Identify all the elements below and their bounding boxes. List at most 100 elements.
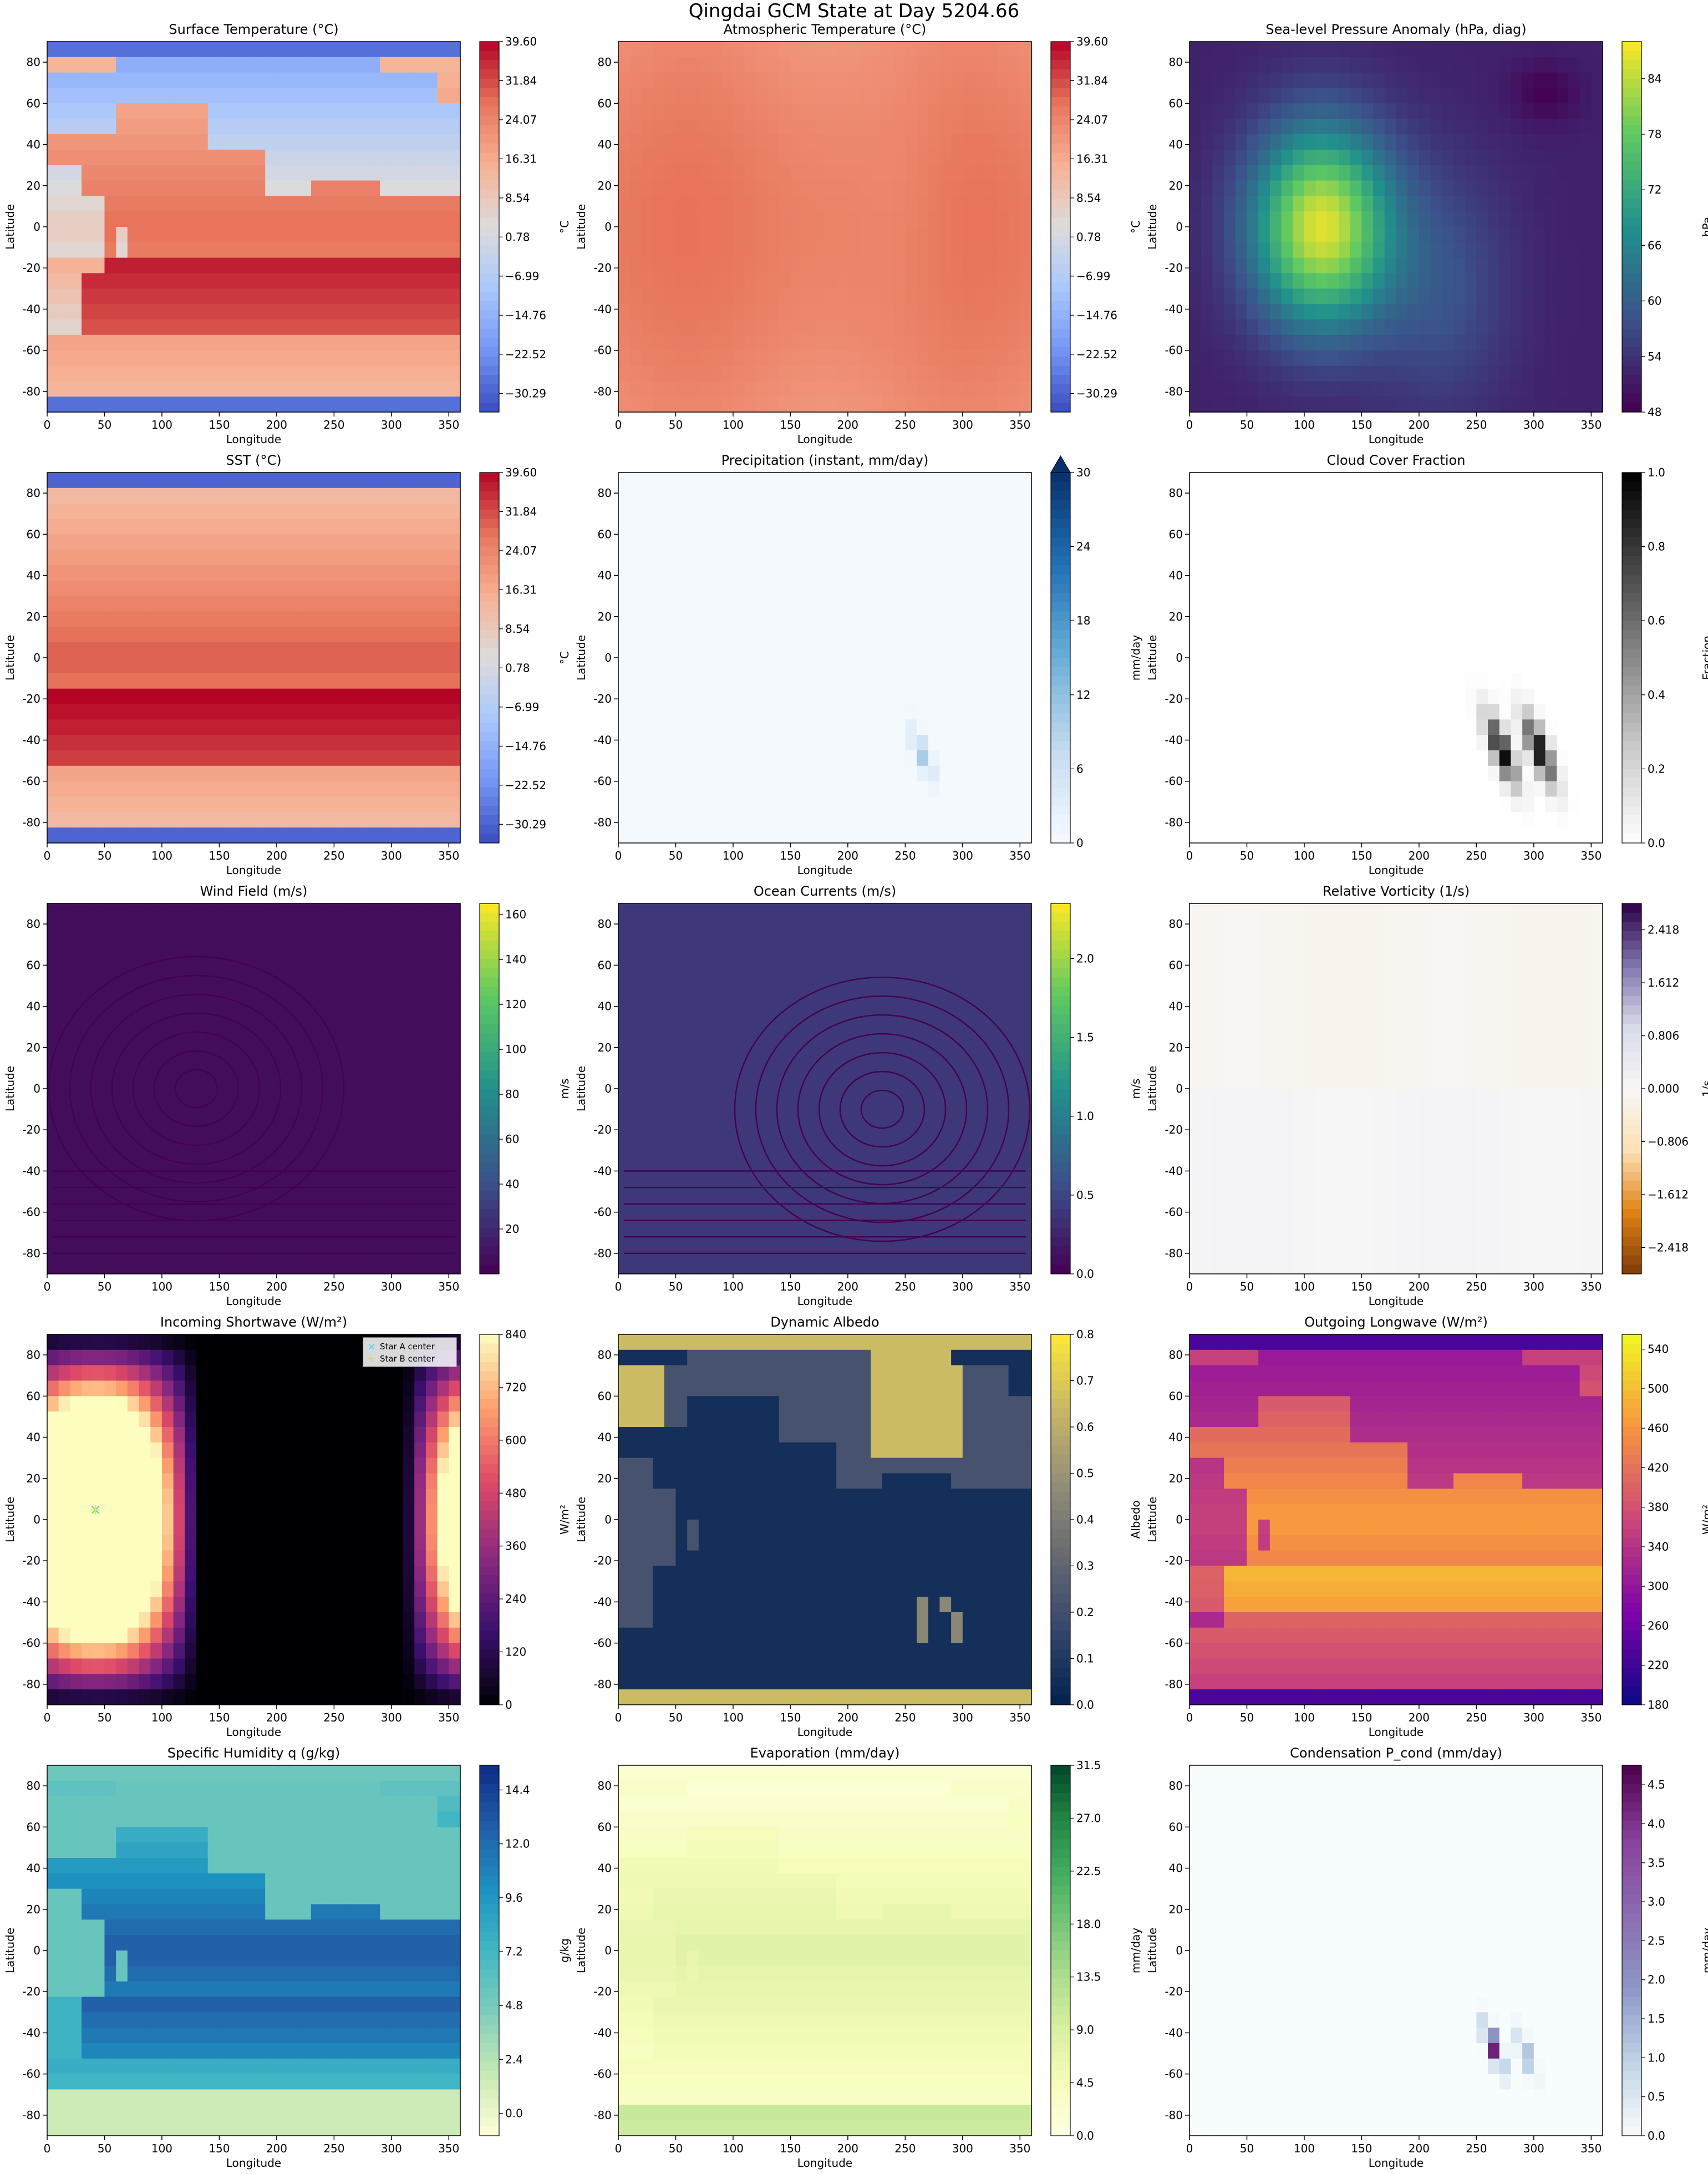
heatmap-cell: [253, 750, 266, 766]
heatmap-cell: [414, 503, 426, 520]
heatmap-cell: [1020, 365, 1032, 382]
heatmap-cell: [1224, 334, 1236, 351]
heatmap-cell: [1396, 288, 1408, 304]
heatmap-cell: [698, 503, 711, 520]
heatmap-cell: [231, 88, 243, 104]
heatmap-cell: [928, 227, 941, 243]
heatmap-cell: [618, 550, 631, 566]
heatmap-cell: [893, 750, 906, 766]
heatmap-cell: [1008, 565, 1020, 581]
heatmap-cell: [664, 119, 677, 135]
heatmap-cell: [449, 642, 461, 658]
heatmap-cell: [207, 381, 220, 397]
heatmap-cell: [710, 57, 722, 73]
heatmap-cell: [951, 503, 963, 520]
heatmap-cell: [1545, 134, 1557, 150]
heatmap-cell: [334, 704, 346, 720]
heatmap-cell: [951, 519, 963, 535]
heatmap-cell: [1557, 257, 1569, 274]
heatmap-cell: [1212, 72, 1224, 89]
heatmap-cell: [231, 72, 243, 89]
heatmap-cell: [882, 149, 894, 166]
heatmap-cell: [322, 165, 334, 181]
heatmap-cell: [139, 519, 151, 535]
heatmap-cell: [334, 42, 346, 58]
heatmap-cell: [173, 473, 185, 489]
heatmap-cell: [104, 580, 116, 597]
heatmap-cell: [1224, 273, 1236, 289]
heatmap-cell: [664, 196, 677, 212]
heatmap-cell: [173, 149, 185, 166]
heatmap-cell: [836, 149, 848, 166]
heatmap-cell: [299, 72, 312, 89]
heatmap-cell: [150, 134, 162, 150]
heatmap-cell: [905, 57, 917, 73]
heatmap-cell: [231, 288, 243, 304]
heatmap-cell: [974, 688, 986, 705]
heatmap-cell: [641, 42, 653, 58]
heatmap-cell: [1488, 211, 1500, 227]
heatmap-cell: [265, 365, 277, 382]
heatmap-cell: [449, 487, 461, 504]
heatmap-cell: [653, 288, 665, 304]
heatmap-cell: [790, 211, 802, 227]
heatmap-cell: [917, 719, 929, 735]
heatmap-cell: [1020, 781, 1032, 798]
heatmap-cell: [322, 781, 334, 798]
heatmap-cell: [802, 196, 814, 212]
heatmap-cell: [1476, 257, 1488, 274]
heatmap-cell: [1407, 397, 1420, 413]
heatmap-cell: [104, 658, 116, 674]
colorbar-tick-label: −6.99: [1076, 270, 1110, 283]
heatmap-cell: [962, 211, 975, 227]
heatmap-cell: [790, 242, 802, 258]
heatmap-cell: [1545, 304, 1557, 320]
heatmap-cell: [871, 596, 883, 612]
heatmap-cell: [322, 487, 334, 504]
heatmap-cell: [802, 334, 814, 351]
heatmap-cell: [1304, 534, 1316, 550]
heatmap-cell: [721, 765, 734, 782]
heatmap-cell: [985, 658, 998, 674]
heatmap-cell: [721, 180, 734, 196]
heatmap-cell: [917, 196, 929, 212]
heatmap-cell: [1212, 473, 1224, 489]
heatmap-cell: [1476, 397, 1488, 413]
heatmap-cell: [1020, 719, 1032, 735]
heatmap-cell: [219, 242, 231, 258]
heatmap-cell: [1269, 273, 1282, 289]
colorbar-segment: [1051, 273, 1070, 283]
heatmap-cell: [1361, 350, 1374, 367]
heatmap-cell: [629, 57, 642, 73]
heatmap-cell: [905, 580, 917, 597]
heatmap-cell: [1361, 487, 1374, 504]
heatmap-cell: [905, 319, 917, 336]
heatmap-cell: [893, 334, 906, 351]
heatmap-cell: [1430, 273, 1442, 289]
heatmap-cell: [414, 580, 426, 597]
heatmap-cell: [1419, 149, 1431, 166]
colorbar-segment: [1051, 236, 1070, 246]
heatmap-cell: [825, 119, 837, 135]
heatmap-cell: [150, 381, 162, 397]
heatmap-cell: [1315, 257, 1328, 274]
heatmap-cell: [733, 273, 745, 289]
heatmap-cell: [1373, 88, 1385, 104]
heatmap-cell: [836, 134, 848, 150]
heatmap-cell: [813, 487, 826, 504]
heatmap-cell: [813, 673, 826, 689]
colorbar-tick-label: 16.31: [1076, 152, 1108, 165]
heatmap-cell: [1269, 103, 1282, 119]
colorbar-segment: [480, 217, 499, 227]
heatmap-cell: [150, 257, 162, 274]
heatmap-cell: [985, 257, 998, 274]
heatmap-cell: [334, 242, 346, 258]
heatmap-cell: [449, 565, 461, 581]
heatmap-cell: [1476, 196, 1488, 212]
heatmap-cell: [905, 196, 917, 212]
colorbar-segment: [1051, 834, 1070, 844]
heatmap-cell: [1373, 119, 1385, 135]
heatmap-cell: [779, 227, 791, 243]
heatmap-cell: [253, 103, 266, 119]
heatmap-cell: [322, 381, 334, 397]
